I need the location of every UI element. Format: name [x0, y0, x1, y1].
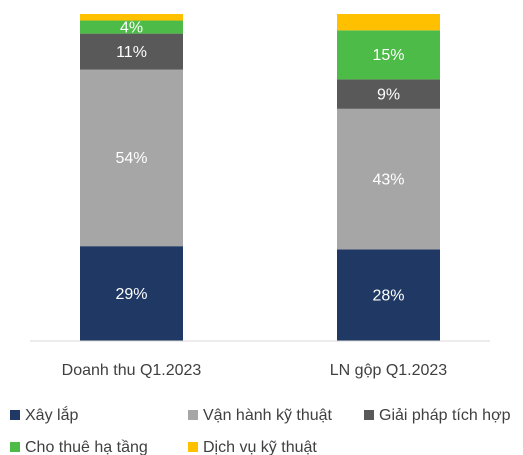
bar-segment [80, 20, 183, 34]
legend-swatch [188, 410, 198, 420]
data-label: 28% [372, 287, 404, 304]
data-label: 54% [115, 150, 147, 167]
x-tick-label: LN gộp Q1.2023 [330, 362, 448, 379]
bar-segment [80, 69, 183, 247]
data-label: 11% [116, 44, 147, 61]
legend-swatch [188, 442, 198, 452]
legend-swatch [10, 442, 20, 452]
bar-segment [337, 79, 440, 109]
bar-segment [80, 14, 183, 21]
bar-segment [337, 30, 440, 80]
bar-segment [337, 108, 440, 250]
legend-swatch [364, 410, 374, 420]
legend-label: Xây lắp [25, 405, 78, 424]
data-label: 15% [372, 47, 404, 64]
bar-segment [337, 249, 440, 341]
data-label: 9% [377, 86, 400, 103]
data-label: 29% [115, 286, 147, 303]
legend-swatch [10, 410, 20, 420]
bar-segment [80, 33, 183, 70]
x-tick-label: Doanh thu Q1.2023 [62, 362, 202, 379]
bar-segment [80, 246, 183, 341]
legend-label: Dịch vụ kỹ thuật [203, 439, 317, 455]
legend-label: Vận hành kỹ thuật [203, 407, 333, 424]
legend-label: Cho thuê hạ tầng [25, 439, 148, 455]
legend-label: Giải pháp tích hợp [379, 407, 511, 424]
data-label: 43% [372, 171, 404, 188]
data-label: 4% [120, 19, 143, 36]
bar-segment [337, 14, 440, 31]
